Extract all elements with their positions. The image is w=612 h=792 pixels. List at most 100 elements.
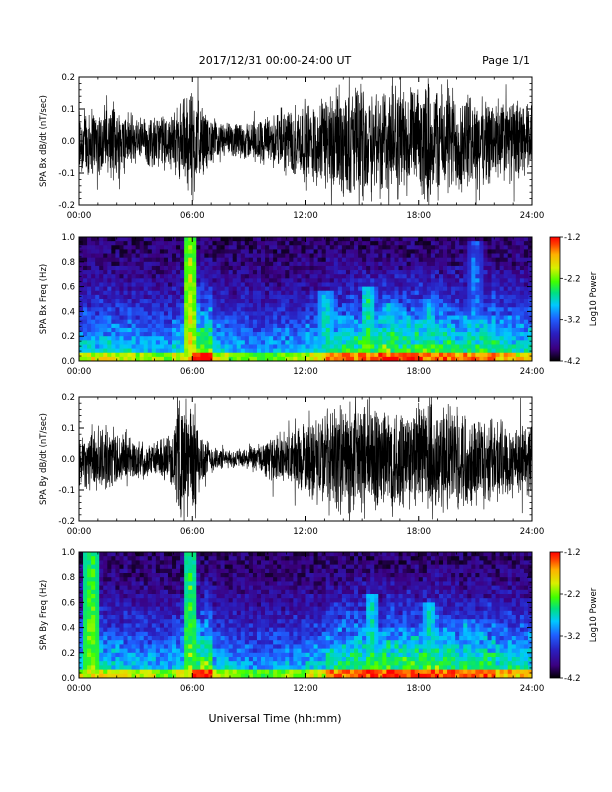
bx-spectrogram-cell [265,336,270,341]
bx-spectrogram-cell [163,323,169,329]
by-spectrogram-cell [155,631,161,637]
bx-spectrogram-cell [487,315,492,321]
by-spectrogram-cell [91,652,96,658]
bx-spectrogram-cell [180,344,185,349]
bx-spectrogram-cell [184,286,189,292]
bx-spectrogram-cell [386,257,391,263]
bx-spectrogram-cell [107,249,112,254]
bx-spectrogram-cell [236,257,242,263]
bx-spectrogram-cell [111,340,116,345]
bx-spectrogram-cell [463,344,468,349]
by-spectrogram-cell [131,657,137,662]
by-spectrogram-cell [176,589,181,595]
bx-spectrogram-cell [256,257,262,263]
bx-spectrogram-cell [527,270,533,275]
bx-spectrogram-cell [483,303,488,308]
bx-spectrogram-cell [354,270,359,275]
bx-spectrogram-cell [495,261,501,267]
bx-spectrogram-cell [406,307,412,312]
bx-spectrogram-cell [220,237,225,242]
by-spectrogram-cell [167,661,173,666]
by-spectrogram-cell [87,623,92,628]
bx-spectrogram-cell [527,319,533,325]
bx-spectrogram-cell [285,282,290,287]
bx-spectrogram-cell [261,299,266,304]
by-spectrogram-cell [147,623,153,628]
bx-spectrogram-cell [341,348,347,354]
bx-spectrogram-cell [281,261,286,267]
bx-spectrogram-cell [467,249,472,254]
bx-spectrogram-cell [212,299,217,304]
bx-spectrogram-cell [208,352,213,358]
bx-spectrogram-cell [515,303,521,308]
bx-spectrogram-cell [248,294,254,300]
by-spectrogram-cell [87,573,92,578]
bx-spectrogram-cell [402,237,408,242]
by-spectrogram-cell [200,669,205,675]
by-spectrogram-cell [224,585,230,591]
bx-spectrogram-cell [184,290,189,296]
by-spectrogram-cell [159,631,165,637]
by-spectrogram-cell [228,669,234,675]
bx-spectrogram-cell [479,270,484,275]
bx-spectrogram-cell [216,336,221,341]
by-spectrogram-cell [99,661,104,666]
bx-spectrogram-cell [252,257,258,263]
bx-spectrogram-cell [269,249,274,254]
by-spectrogram-cell [119,568,124,574]
bx-spectrogram-cell [443,265,448,271]
bx-spectrogram-cell [370,311,375,316]
by-spectrogram-cell [131,560,137,565]
bx-spectrogram-cell [459,327,464,333]
bx-spectrogram-cell [495,319,501,325]
bx-spectrogram-cell [220,290,225,296]
by-spectrogram-cell [232,619,238,624]
bx-spectrogram-cell [443,319,448,325]
by-spectrogram-cell [208,560,213,565]
bx-spectrogram-cell [176,327,181,333]
bx-spectrogram-cell [119,323,124,329]
bx-spectrogram-cell [491,294,496,300]
by-spectrogram-cell [248,568,254,574]
bx-spectrogram-cell [479,352,484,358]
by-spectrogram-cell [188,665,193,670]
bx-spectrogram-cell [366,327,371,333]
bx-spectrogram-cell [313,323,319,329]
bx-spectrogram-cell [297,249,302,254]
bx-spectrogram-cell [475,356,480,362]
bx-spectrogram-cell [151,245,157,250]
by-spectrogram-cell [184,610,189,616]
by-spectrogram-cell [79,552,84,557]
by-spectrogram-cell [176,644,181,649]
bx-spectrogram-cell [95,261,100,267]
by-spectrogram-cell [107,652,112,658]
by-spectrogram-cell [79,623,84,628]
bx-spectrogram-cell [240,237,246,242]
bx-spectrogram-cell [438,340,444,345]
bx-spectrogram-cell [491,348,496,354]
bx-spectrogram-cell [172,336,177,341]
bx-spectrogram-cell [256,323,262,329]
by-spectrogram-cell [119,631,124,637]
by-spectrogram-cell [107,585,112,591]
bx-spectrogram-cell [378,315,383,321]
bx-spectrogram-cell [382,311,387,316]
bx-spectrogram-cell [418,270,424,275]
by-spectrogram-cell [244,652,250,658]
bx-spectrogram-cell [192,237,197,242]
bx-spectrogram-cell [208,323,213,329]
by-spectrogram-cell [240,602,246,607]
bx-spectrogram-cell [99,348,104,354]
by-spectrogram-cell [167,560,173,565]
bx-spectrogram-cell [167,332,173,337]
bx-spectrogram-cell [430,278,436,283]
by-spectrogram-cell [95,585,100,591]
bx-spectrogram-cell [220,249,225,254]
bx-spectrogram-cell [467,274,472,279]
bx-spectrogram-cell [147,253,153,259]
bx-spectrogram-cell [119,270,124,275]
bx-spectrogram-cell [180,245,185,250]
bx-spectrogram-cell [515,274,521,279]
bx-spectrogram-cell [523,253,529,259]
bx-spectrogram-cell [471,340,476,345]
